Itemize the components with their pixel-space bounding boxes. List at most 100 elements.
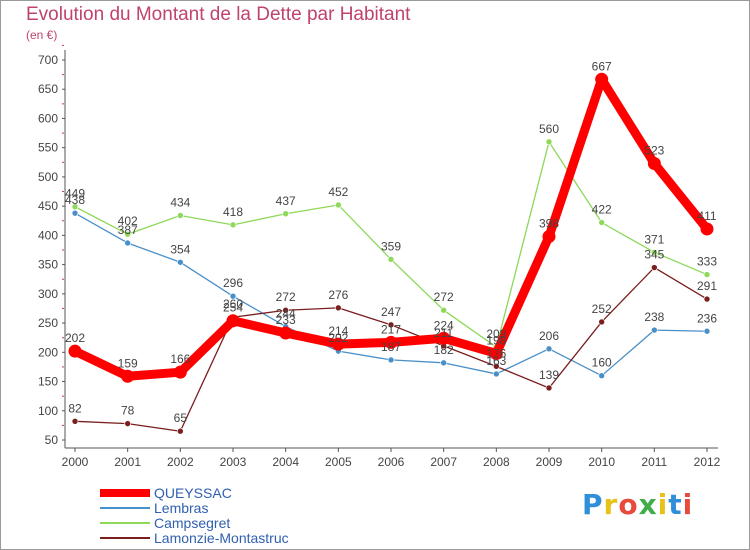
data-label-lembras: 236: [697, 311, 717, 325]
data-label-queyssac: 667: [592, 59, 612, 73]
data-point-lamonzie-montastruc: [545, 384, 553, 392]
data-point-lamonzie-montastruc: [282, 306, 289, 314]
data-point-queyssac: [331, 337, 345, 351]
data-label-campsegret: 359: [381, 239, 401, 253]
data-point-lamonzie-montastruc: [598, 318, 605, 326]
legend-swatch: [100, 507, 150, 509]
data-label-queyssac: 166: [170, 352, 190, 366]
data-point-lamonzie-montastruc: [177, 427, 184, 435]
y-tick-label: 200: [38, 345, 58, 359]
data-label-lembras: 182: [434, 343, 454, 357]
data-label-lembras: 187: [381, 340, 401, 354]
data-point-lembras: [493, 370, 500, 378]
logo-letter: t: [668, 488, 683, 521]
y-tick-label: 450: [38, 199, 58, 213]
data-point-campsegret: [703, 271, 711, 278]
data-point-lembras: [598, 372, 605, 379]
data-point-lembras: [651, 326, 658, 334]
data-point-queyssac: [647, 156, 661, 170]
data-point-queyssac: [279, 326, 293, 340]
data-label-queyssac: 214: [328, 324, 348, 338]
y-tick-label: 50: [45, 433, 59, 447]
x-tick-label: 2000: [62, 455, 89, 469]
data-point-lamonzie-montastruc: [703, 295, 711, 303]
y-tick-label: 350: [38, 258, 58, 272]
legend-item-lamonzie-montastruc: Lamonzie-Montastruc: [100, 531, 360, 546]
data-label-lembras: 296: [223, 276, 243, 290]
data-label-lamonzie-montastruc: 260: [223, 297, 243, 311]
data-label-queyssac: 254: [223, 301, 243, 315]
data-point-campsegret: [282, 210, 289, 218]
data-label-campsegret: 452: [328, 185, 348, 199]
chart-subtitle: (en €): [26, 28, 58, 42]
legend-label: Lembras: [154, 500, 209, 516]
x-tick-label: 2008: [483, 455, 510, 469]
y-tick-label: 650: [38, 82, 58, 96]
data-point-lembras: [545, 345, 553, 353]
data-point-lamonzie-montastruc: [651, 264, 658, 271]
data-label-lembras: 206: [539, 329, 559, 343]
data-point-lembras: [387, 356, 395, 364]
data-label-lembras: 244: [276, 307, 296, 321]
data-label-lamonzie-montastruc: 291: [697, 279, 717, 293]
data-point-campsegret: [229, 221, 237, 229]
data-point-queyssac: [384, 335, 398, 349]
chart-title: Evolution du Montant de la Dette par Hab…: [26, 4, 411, 25]
data-label-campsegret: 333: [697, 255, 717, 269]
y-tick-label: 150: [38, 375, 58, 389]
data-label-lembras: 387: [118, 223, 138, 237]
x-tick-label: 2002: [167, 455, 194, 469]
data-label-queyssac: 159: [118, 356, 138, 370]
data-label-lembras: 202: [328, 331, 348, 345]
legend-label: Campsegret: [154, 515, 231, 531]
data-point-campsegret: [598, 219, 605, 226]
logo-letter: o: [618, 488, 639, 521]
data-label-queyssac: 233: [276, 313, 296, 327]
data-label-lembras: 354: [170, 242, 190, 256]
data-point-queyssac: [226, 314, 240, 328]
data-label-campsegret: 209: [486, 327, 506, 341]
x-tick-label: 2003: [220, 455, 247, 469]
y-tick-label: 100: [38, 404, 58, 418]
data-label-lembras: 238: [644, 310, 664, 324]
x-tick-label: 2012: [694, 455, 721, 469]
data-label-lamonzie-montastruc: 345: [644, 248, 664, 262]
data-label-lamonzie-montastruc: 272: [276, 290, 296, 304]
legend-swatch: [100, 537, 150, 539]
data-label-campsegret: 272: [434, 290, 454, 304]
data-label-lamonzie-montastruc: 78: [121, 404, 135, 418]
y-tick-label: 300: [38, 287, 58, 301]
y-tick-label: 700: [38, 53, 58, 67]
data-point-queyssac: [542, 230, 556, 244]
y-tick-label: 550: [38, 141, 58, 155]
data-label-lamonzie-montastruc: 211: [434, 326, 453, 340]
data-point-campsegret: [545, 138, 553, 146]
line-chart: 50 100 150 200 250 300 350 400 450 500 550 600 650 70…: [38, 44, 721, 469]
data-point-queyssac: [437, 331, 451, 345]
y-tick-label: 600: [38, 111, 58, 125]
x-tick-label: 2005: [325, 455, 352, 469]
data-point-campsegret: [71, 203, 79, 211]
data-label-lamonzie-montastruc: 247: [381, 305, 401, 319]
data-label-queyssac: 398: [539, 217, 559, 231]
y-tick-label: 400: [38, 228, 58, 242]
data-label-campsegret: 449: [65, 187, 85, 201]
data-point-campsegret: [335, 201, 342, 209]
data-point-lembras: [229, 292, 237, 300]
legend-item-lembras: Lembras: [100, 501, 360, 516]
data-point-queyssac: [121, 369, 135, 383]
data-point-lamonzie-montastruc: [387, 321, 395, 329]
data-point-campsegret: [124, 230, 131, 238]
data-point-lembras: [177, 258, 184, 266]
proxiti-logo: Proxiti: [582, 488, 693, 521]
legend-item-campsegret: Campsegret: [100, 516, 360, 531]
data-point-lamonzie-montastruc: [124, 420, 131, 427]
legend-swatch: [100, 522, 150, 524]
logo-letter: x: [638, 488, 658, 521]
logo-letter: P: [582, 488, 604, 521]
data-point-queyssac: [700, 222, 714, 236]
data-label-queyssac: 217: [381, 322, 401, 336]
x-tick-label: 2007: [430, 455, 457, 469]
x-tick-label: 2011: [641, 455, 667, 469]
